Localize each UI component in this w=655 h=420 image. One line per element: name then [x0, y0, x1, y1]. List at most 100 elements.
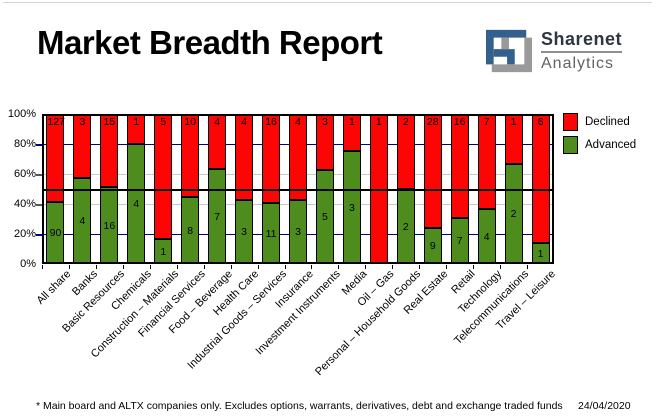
- advanced-segment: 4: [477, 209, 496, 264]
- bar-real-estate: 28 9: [423, 114, 442, 264]
- declined-count-label: 127: [47, 116, 65, 128]
- y-axis-label-80: 80%: [13, 138, 36, 150]
- x-tick: [284, 265, 286, 269]
- declined-count-label: 7: [483, 116, 490, 128]
- y-axis-label-60: 60%: [13, 168, 36, 180]
- x-tick: [338, 265, 340, 269]
- declined-count-label: 4: [295, 116, 301, 128]
- x-tick: [500, 265, 502, 269]
- declined-count-label: 15: [103, 116, 116, 128]
- y-axis-label-0: 0%: [20, 258, 36, 270]
- declined-segment: 15: [100, 114, 119, 187]
- advanced-segment: 3: [289, 200, 307, 264]
- x-tick: [176, 265, 178, 269]
- advanced-count-label: 2: [402, 220, 409, 233]
- advanced-segment: 2: [396, 189, 415, 264]
- declined-count-label: 4: [241, 116, 248, 128]
- advanced-segment: 7: [208, 169, 227, 264]
- x-tick: [392, 265, 394, 269]
- advanced-segment: 7: [450, 218, 469, 264]
- advanced-count-label: 2: [510, 208, 517, 220]
- declined-segment: 6: [531, 114, 550, 243]
- declined-count-label: 10: [184, 116, 197, 128]
- declined-segment: 5: [154, 114, 173, 239]
- x-tick: [527, 265, 529, 269]
- bar-basic-resources: 15 16: [100, 114, 119, 264]
- x-tick: [122, 265, 124, 269]
- advanced-count-label: 3: [295, 226, 301, 238]
- advanced-segment: 90: [46, 202, 65, 264]
- declined-segment: 127: [46, 114, 65, 202]
- advanced-count-label: 16: [103, 219, 116, 232]
- sharenet-logo: Sharenet Analytics: [486, 29, 623, 73]
- y-tick-20: [36, 234, 42, 236]
- sharenet-logo-icon: [486, 29, 532, 73]
- advanced-count-label: 9: [429, 240, 436, 252]
- declined-count-label: 2: [402, 116, 409, 128]
- logo-text: Sharenet Analytics: [541, 29, 623, 73]
- declined-count-label: 1: [510, 116, 517, 128]
- x-tick: [149, 265, 151, 269]
- declined-count-label: 1: [348, 116, 355, 128]
- y-axis-label-20: 20%: [13, 228, 36, 240]
- advanced-segment: 9: [423, 228, 442, 264]
- advanced-count-label: 4: [79, 215, 86, 227]
- declined-segment: 1: [127, 114, 146, 144]
- declined-segment: 16: [450, 114, 469, 218]
- declined-segment: 3: [73, 114, 92, 178]
- advanced-swatch-icon: [563, 136, 578, 154]
- advanced-segment: 5: [315, 170, 334, 264]
- declined-count-label: 5: [160, 116, 167, 128]
- declined-segment: 2: [396, 114, 415, 189]
- declined-count-label: 16: [453, 116, 466, 128]
- x-axis-label: All share: [34, 268, 73, 307]
- declined-segment: 7: [477, 114, 496, 209]
- advanced-count-label: 90: [49, 227, 62, 239]
- report-date: 24/04/2020: [578, 400, 631, 412]
- declined-count-label: 6: [537, 116, 544, 128]
- y-tick-40: [36, 204, 42, 206]
- advanced-count-label: 3: [241, 226, 248, 238]
- logo-division: Analytics: [541, 55, 615, 72]
- y-axis-label-40: 40%: [13, 198, 36, 210]
- declined-count-label: 1: [133, 116, 140, 128]
- advanced-count-label: 1: [160, 245, 167, 258]
- top-divider: [3, 2, 652, 3]
- advanced-segment: 2: [504, 164, 523, 264]
- legend-item-declined: Declined: [563, 113, 636, 131]
- declined-segment: 4: [208, 114, 227, 169]
- declined-count-label: 16: [265, 116, 277, 128]
- y-tick-80: [36, 144, 42, 146]
- x-tick: [419, 265, 421, 269]
- declined-count-label: 4: [214, 116, 221, 128]
- declined-count-label: 28: [426, 116, 439, 128]
- advanced-count-label: 4: [133, 198, 140, 210]
- advanced-count-label: 7: [456, 235, 463, 247]
- bar-financial-services: 10 8: [181, 114, 200, 264]
- advanced-count-label: 3: [348, 201, 355, 214]
- y-axis-label-100: 100%: [7, 108, 36, 120]
- legend-item-advanced: Advanced: [563, 136, 636, 154]
- advanced-segment: 11: [262, 203, 281, 264]
- declined-segment: 1: [342, 114, 361, 151]
- advanced-segment: 3: [342, 151, 361, 264]
- x-tick: [230, 265, 232, 269]
- x-tick: [95, 265, 97, 269]
- declined-segment: 1: [504, 114, 523, 164]
- bar-retail: 16 7: [450, 114, 469, 264]
- declined-count-label: 3: [322, 116, 328, 128]
- x-tick: [42, 265, 43, 269]
- declined-segment: 4: [235, 114, 254, 200]
- advanced-segment: 1: [154, 239, 173, 264]
- bar-all-share: 127 90: [46, 114, 65, 264]
- legend-declined-label: Declined: [585, 116, 630, 128]
- declined-segment: 10: [181, 114, 200, 197]
- legend-advanced-label: Advanced: [585, 139, 637, 151]
- advanced-count-label: 11: [265, 227, 277, 240]
